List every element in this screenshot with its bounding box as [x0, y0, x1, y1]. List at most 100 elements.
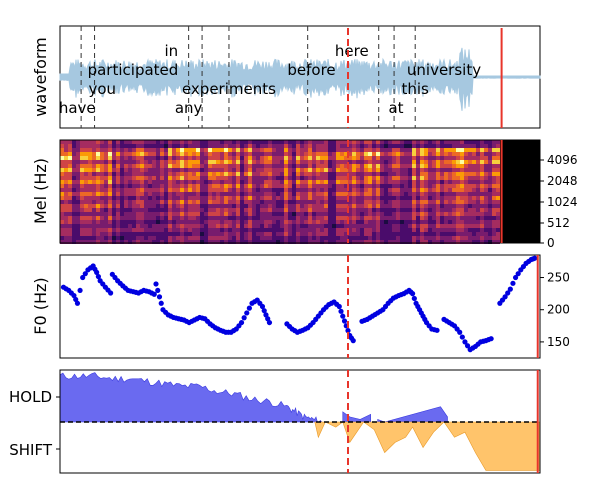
- mel-cell: [108, 184, 112, 188]
- mel-cell: [64, 168, 68, 172]
- mel-cell: [304, 196, 308, 200]
- mel-cell: [420, 156, 424, 160]
- mel-cell: [448, 220, 452, 224]
- mel-cell: [340, 228, 344, 232]
- mel-cell: [368, 164, 372, 168]
- mel-cell: [412, 228, 416, 232]
- mel-cell: [184, 160, 188, 164]
- mel-cell: [284, 236, 288, 240]
- mel-cell: [128, 144, 132, 148]
- mel-cell: [272, 188, 276, 192]
- mel-cell: [468, 200, 472, 204]
- mel-cell: [80, 192, 84, 196]
- mel-cell: [424, 204, 428, 208]
- f0-point: [156, 294, 163, 300]
- mel-cell: [184, 180, 188, 184]
- mel-cell: [416, 240, 420, 244]
- mel-cell: [492, 160, 496, 164]
- mel-cell: [468, 192, 472, 196]
- mel-cell: [208, 148, 212, 152]
- mel-cell: [264, 180, 268, 184]
- mel-cell: [164, 164, 168, 168]
- mel-cell: [412, 176, 416, 180]
- mel-cell: [364, 156, 368, 160]
- mel-cell: [200, 236, 204, 240]
- mel-cell: [264, 140, 268, 144]
- mel-cell: [316, 156, 320, 160]
- mel-cell: [304, 200, 308, 204]
- mel-cell: [456, 168, 460, 172]
- mel-cell: [344, 228, 348, 232]
- mel-cell: [348, 224, 352, 228]
- mel-cell: [316, 180, 320, 184]
- mel-cell: [432, 176, 436, 180]
- mel-cell: [64, 176, 68, 180]
- mel-cell: [128, 148, 132, 152]
- mel-cell: [436, 176, 440, 180]
- mel-silence-region: [500, 140, 540, 243]
- mel-cell: [488, 236, 492, 240]
- mel-cell: [276, 176, 280, 180]
- mel-cell: [144, 156, 148, 160]
- mel-cell: [436, 148, 440, 152]
- mel-cell: [364, 188, 368, 192]
- mel-cell: [100, 164, 104, 168]
- mel-cell: [76, 164, 80, 168]
- mel-cell: [484, 156, 488, 160]
- mel-cell: [252, 216, 256, 220]
- mel-cell: [488, 216, 492, 220]
- mel-cell: [440, 228, 444, 232]
- mel-cell: [68, 144, 72, 148]
- mel-cell: [152, 180, 156, 184]
- mel-cell: [464, 232, 468, 236]
- mel-cell: [152, 176, 156, 180]
- mel-ytick-label: 512: [547, 216, 570, 230]
- mel-cell: [140, 232, 144, 236]
- mel-cell: [272, 148, 276, 152]
- turn-axes-frame: [59, 369, 541, 474]
- mel-cell: [440, 188, 444, 192]
- mel-cell: [336, 228, 340, 232]
- mel-cell: [80, 140, 84, 144]
- mel-cell: [232, 224, 236, 228]
- mel-cell: [324, 200, 328, 204]
- mel-cell: [452, 176, 456, 180]
- mel-cell: [60, 224, 64, 228]
- mel-cell: [232, 144, 236, 148]
- mel-cell: [448, 224, 452, 228]
- mel-cell: [288, 160, 292, 164]
- mel-cell: [60, 232, 64, 236]
- mel-cell: [332, 152, 336, 156]
- mel-cell: [120, 236, 124, 240]
- mel-cell: [480, 168, 484, 172]
- mel-cell: [332, 196, 336, 200]
- mel-cell: [152, 208, 156, 212]
- mel-cell: [280, 224, 284, 228]
- mel-cell: [204, 160, 208, 164]
- mel-cell: [336, 152, 340, 156]
- mel-cell: [336, 172, 340, 176]
- mel-cell: [408, 176, 412, 180]
- mel-cell: [104, 236, 108, 240]
- mel-cell: [308, 208, 312, 212]
- mel-cell: [440, 192, 444, 196]
- mel-cell: [320, 140, 324, 144]
- mel-cell: [228, 176, 232, 180]
- mel-cell: [96, 216, 100, 220]
- mel-cell: [236, 176, 240, 180]
- mel-cell: [136, 204, 140, 208]
- mel-cell: [132, 216, 136, 220]
- mel-cell: [396, 196, 400, 200]
- mel-cell: [364, 228, 368, 232]
- mel-cell: [300, 176, 304, 180]
- mel-cell: [216, 232, 220, 236]
- mel-cell: [80, 212, 84, 216]
- mel-cell: [180, 208, 184, 212]
- mel-cell: [180, 168, 184, 172]
- mel-cell: [104, 212, 108, 216]
- mel-cell: [124, 144, 128, 148]
- turn-panel: HOLD SHIFT: [9, 369, 541, 474]
- mel-cell: [444, 172, 448, 176]
- mel-cell: [452, 168, 456, 172]
- mel-cell: [348, 236, 352, 240]
